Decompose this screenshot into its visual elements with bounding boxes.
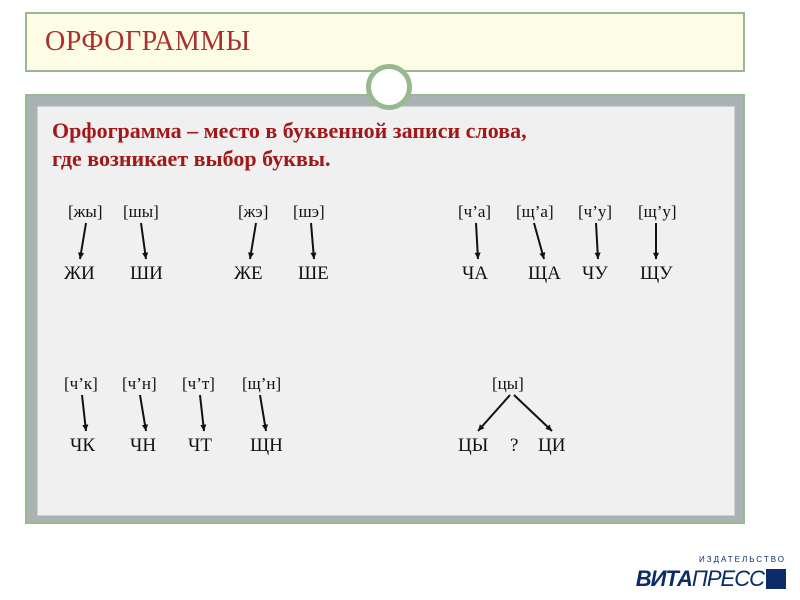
svg-text:[ч’н]: [ч’н]	[122, 374, 157, 393]
svg-text:ШИ: ШИ	[130, 263, 163, 284]
definition-line-2: где возникает выбор буквы.	[52, 145, 720, 173]
svg-text:ЩН: ЩН	[250, 435, 283, 456]
svg-text:ЧК: ЧК	[70, 435, 95, 456]
svg-text:[ч’а]: [ч’а]	[458, 202, 491, 221]
svg-text:[щ’а]: [щ’а]	[516, 202, 554, 221]
brand-name: ВИТАПРЕСС	[636, 566, 764, 592]
title-box: ОРФОГРАММЫ	[25, 12, 745, 72]
decorative-ring	[366, 64, 412, 110]
content-panel: Орфограмма – место в буквенной записи сл…	[25, 94, 745, 524]
svg-text:[шэ]: [шэ]	[293, 202, 325, 221]
svg-text:ЖЕ: ЖЕ	[234, 263, 263, 284]
svg-text:[шы]: [шы]	[123, 202, 159, 221]
definition-box: Орфограмма – место в буквенной записи сл…	[37, 106, 735, 516]
svg-text:ЧН: ЧН	[130, 435, 156, 456]
logo-square-icon	[766, 569, 786, 589]
svg-text:ШЕ: ШЕ	[298, 263, 329, 284]
svg-text:[цы]: [цы]	[492, 374, 524, 393]
svg-text:[жы]: [жы]	[68, 202, 103, 221]
svg-text:[ч’т]: [ч’т]	[182, 374, 215, 393]
svg-text:[жэ]: [жэ]	[238, 202, 268, 221]
publisher-label: ИЗДАТЕЛЬСТВО	[636, 555, 786, 564]
svg-text:[щ’у]: [щ’у]	[638, 202, 677, 221]
svg-text:ЩА: ЩА	[528, 263, 561, 284]
svg-text:[ч’у]: [ч’у]	[578, 202, 612, 221]
svg-text:[ч’к]: [ч’к]	[64, 374, 98, 393]
page-title: ОРФОГРАММЫ	[45, 26, 251, 58]
svg-text:ЧУ: ЧУ	[582, 263, 608, 284]
svg-text:?: ?	[510, 435, 518, 456]
svg-text:ЖИ: ЖИ	[64, 263, 95, 284]
svg-text:ЧТ: ЧТ	[188, 435, 212, 456]
publisher-logo: ИЗДАТЕЛЬСТВО ВИТАПРЕСС	[636, 555, 786, 592]
svg-text:[щ’н]: [щ’н]	[242, 374, 281, 393]
definition-line-1: Орфограмма – место в буквенной записи сл…	[52, 117, 720, 145]
svg-text:ЦИ: ЦИ	[538, 435, 566, 456]
svg-text:ЧА: ЧА	[462, 263, 488, 284]
orthogram-diagram: [жы] ЖИ [шы] ШИ [жэ] ЖЕ [шэ] ШЕ [ч’а] ЧА [щ’а] ЩА [ч…	[38, 199, 736, 519]
svg-text:ЩУ: ЩУ	[640, 263, 673, 284]
svg-text:ЦЫ: ЦЫ	[458, 435, 488, 456]
